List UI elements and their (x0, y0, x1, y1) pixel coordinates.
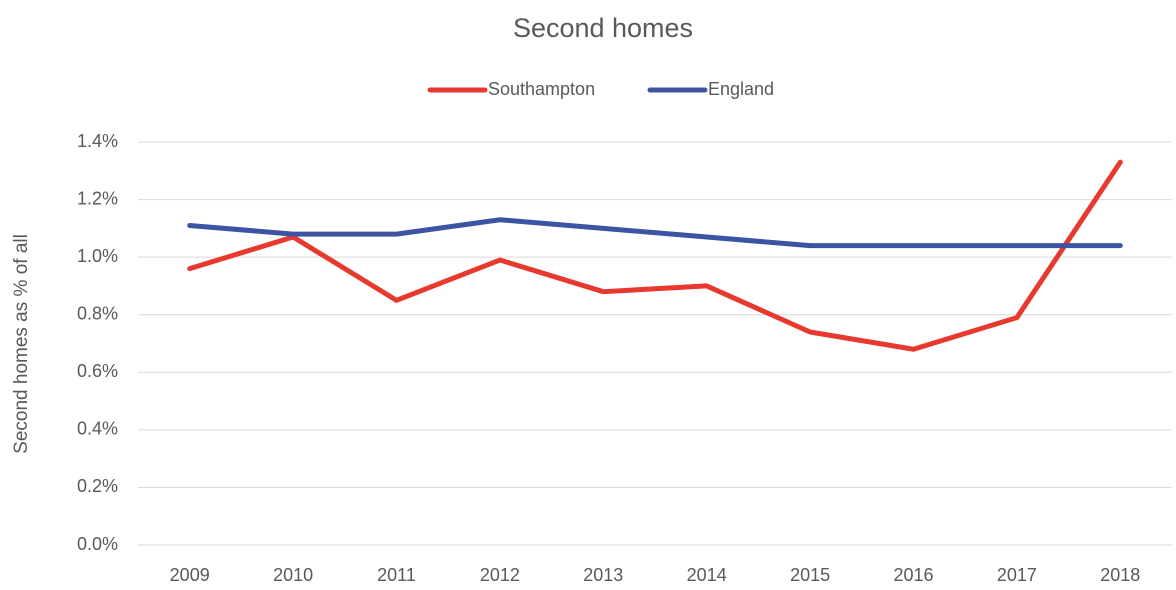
y-tick-label: 1.4% (77, 131, 118, 151)
y-tick-label: 0.6% (77, 361, 118, 381)
legend-label: England (708, 79, 774, 99)
line-series (187, 159, 1123, 352)
y-tick-label: 0.4% (77, 419, 118, 439)
y-axis-label: Second homes as % of all (11, 234, 32, 454)
x-tick-label: 2017 (997, 565, 1037, 585)
x-tick-label: 2018 (1100, 565, 1140, 585)
x-tick-label: 2013 (583, 565, 623, 585)
x-tick-label: 2014 (687, 565, 727, 585)
x-tick-label: 2011 (377, 565, 416, 585)
line-series (187, 217, 1123, 249)
x-tick-label: 2010 (273, 565, 313, 585)
x-tick-label: 2016 (893, 565, 933, 585)
y-tick-label: 1.0% (77, 246, 118, 266)
x-tick-label: 2012 (480, 565, 520, 585)
y-tick-label: 0.0% (77, 534, 118, 554)
legend-label: Southampton (488, 79, 595, 99)
chart-title: Second homes (513, 13, 693, 43)
y-tick-label: 0.8% (77, 303, 118, 323)
y-tick-label: 1.2% (77, 188, 118, 208)
x-tick-label: 2009 (170, 565, 210, 585)
y-tick-label: 0.2% (77, 476, 118, 496)
x-tick-label: 2015 (790, 565, 830, 585)
